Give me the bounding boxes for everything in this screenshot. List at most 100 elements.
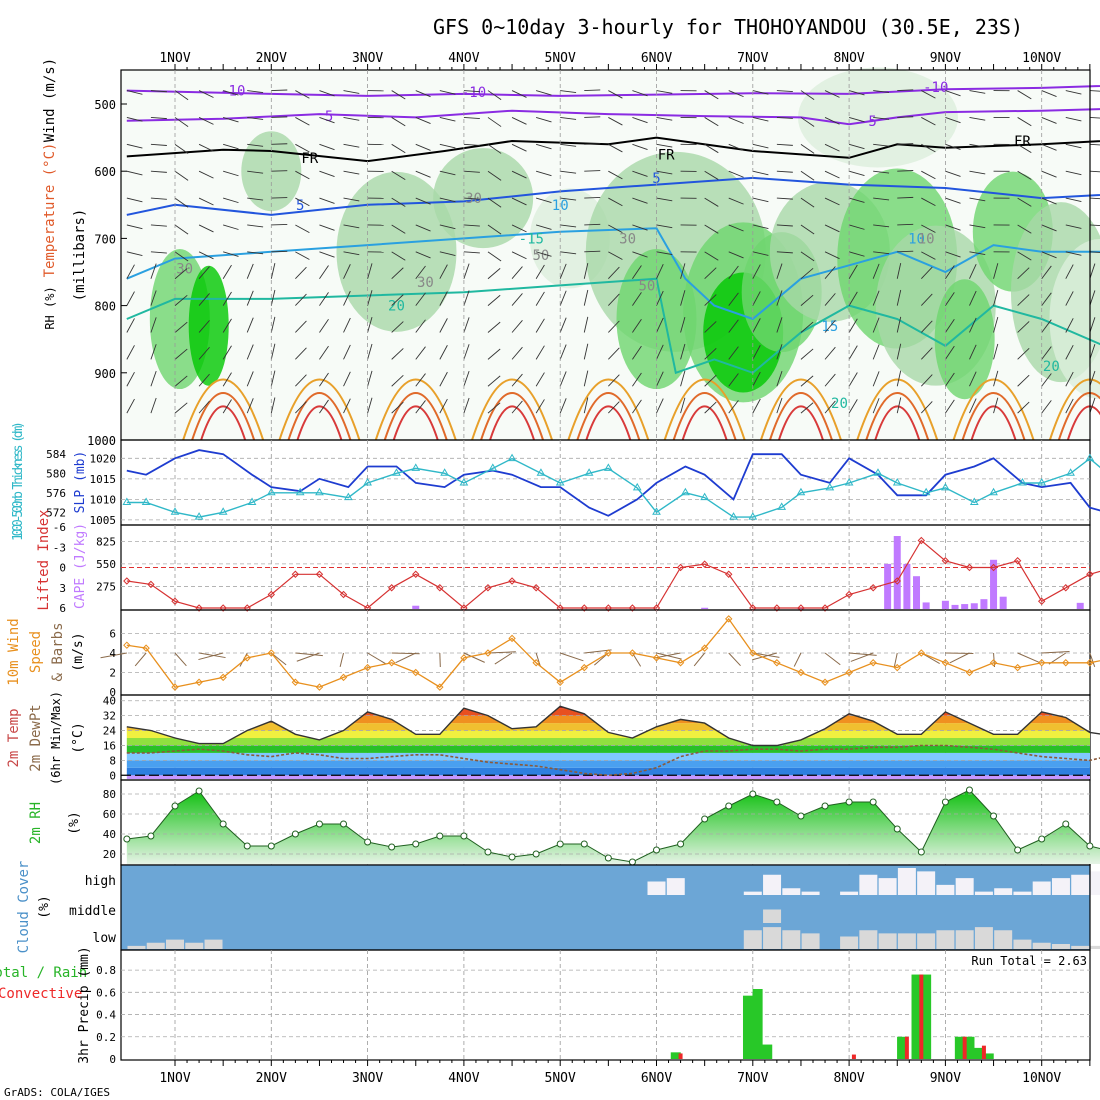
wind-barb (776, 170, 793, 173)
precip-total-bar (670, 1052, 681, 1059)
wind-barb (1065, 371, 1074, 387)
wind-barb (1017, 117, 1032, 127)
thickness-marker (194, 512, 204, 520)
wind-barb (222, 291, 232, 306)
lifted-index-marker (195, 604, 203, 612)
wind-barb (1041, 251, 1057, 259)
cape-lifted-index-panel: -6 -3 0 3 6 825 550 275 (53, 521, 1100, 615)
thickness-marker (603, 463, 613, 471)
precip-tick-label: 0.8 (96, 964, 116, 977)
wind-barb (824, 197, 840, 206)
rh-area (126, 790, 1100, 864)
wind-barb (824, 117, 840, 125)
upper-tick-label: 600 (94, 165, 116, 179)
wind-barb (583, 397, 589, 414)
lifted-index-marker (604, 604, 613, 612)
wind-barb (969, 290, 977, 306)
wind-barb (150, 344, 157, 360)
wind-ylabel-d: (m/s) (71, 632, 86, 671)
precip-total-bar (911, 974, 922, 1059)
contour-label: 20 (831, 396, 848, 412)
wind-barb (439, 371, 448, 387)
wind-barb (704, 321, 717, 333)
wind-barb (800, 143, 815, 154)
temperature-contour (681, 405, 728, 441)
wind-barb (752, 318, 761, 333)
dewpoint-line (126, 744, 1100, 777)
wind-speed-marker (123, 641, 131, 649)
rh-marker (1062, 820, 1070, 828)
wind-ylabel-c: & Barbs (50, 622, 66, 681)
wind-speed-marker (628, 649, 637, 657)
cloud-cover-panel: high middle low (69, 864, 1100, 951)
wind-barb (632, 117, 648, 124)
temperature-contour (126, 227, 1100, 321)
rh-marker (532, 850, 540, 858)
wind-barb (1041, 319, 1052, 333)
wind-barb (391, 294, 404, 306)
wind-barb (921, 170, 936, 180)
thickness-marker (247, 497, 257, 505)
rh-marker (364, 838, 372, 846)
wind-speed-marker (749, 649, 757, 657)
wind-barb (800, 375, 814, 387)
rh-marker (171, 802, 179, 810)
wind-barb (511, 90, 527, 98)
wind-barb (150, 251, 167, 254)
temperature-contour (182, 378, 265, 441)
rh-tick-label: 80 (103, 788, 116, 801)
upper-tick-label: 800 (94, 300, 116, 314)
lifted-index-marker (387, 584, 396, 592)
wind-barb (1065, 251, 1082, 256)
wind-barb (535, 143, 552, 150)
wind-barb (198, 266, 210, 280)
lifted-index-marker (700, 560, 709, 568)
temperature-contour (865, 392, 930, 441)
date-axis-bottom: 1NOV 2NOV 3NOV 4NOV 5NOV 6NOV 7NOV 8NOV 9NOV 10NO… (159, 1060, 1091, 1086)
wind-barb (776, 290, 783, 306)
wind-speed-marker (508, 634, 516, 643)
date-label-bottom: 7NOV (737, 1071, 768, 1086)
cloud-bar-low (801, 933, 820, 949)
wind-speed-marker (869, 659, 877, 667)
wind-barb (1089, 197, 1100, 200)
wind-barb (824, 266, 836, 280)
wind-barb (174, 268, 188, 280)
precip-convective-bar (962, 1036, 967, 1059)
wind-barb (126, 90, 143, 95)
wind-barb (920, 320, 933, 333)
cape-bar (980, 599, 988, 609)
wind-barb (656, 197, 673, 202)
wind-barb (1017, 170, 1032, 180)
cape-bar (990, 559, 998, 609)
wind-barb (150, 263, 157, 279)
wind-barb (848, 197, 865, 203)
date-label-bottom: 8NOV (833, 1071, 864, 1086)
wind-barb (391, 90, 406, 100)
cloud-bar-high (763, 874, 782, 895)
wind-barb (247, 251, 264, 255)
wind-barb (391, 170, 406, 181)
chart-title: GFS 0~10day 3-hourly for THOHOYANDOU (30… (433, 15, 1023, 39)
wind-barb (319, 90, 335, 97)
thickness-marker (700, 492, 710, 501)
wind-barb (223, 143, 239, 150)
wind-barb (873, 116, 890, 120)
wind-barb (752, 197, 769, 203)
wind-barb (415, 319, 426, 333)
wind-barb (295, 266, 307, 280)
cape-ylabel-left: Lifted Index (36, 509, 52, 610)
wind-barb (295, 143, 310, 153)
wind-barb (559, 263, 567, 279)
wind-barb (945, 224, 961, 231)
temp-band (126, 730, 1090, 738)
contour-label: 20 (1043, 359, 1060, 375)
run-total: Run Total = 2.63 (971, 954, 1087, 968)
wind-tick-label: 2 (109, 667, 116, 680)
wind-barb (1065, 90, 1082, 95)
wind-barb (319, 399, 329, 414)
wind-barb (873, 224, 890, 228)
wind-barb (223, 170, 239, 177)
rh-marker (845, 798, 853, 806)
wind-barb (391, 374, 404, 387)
